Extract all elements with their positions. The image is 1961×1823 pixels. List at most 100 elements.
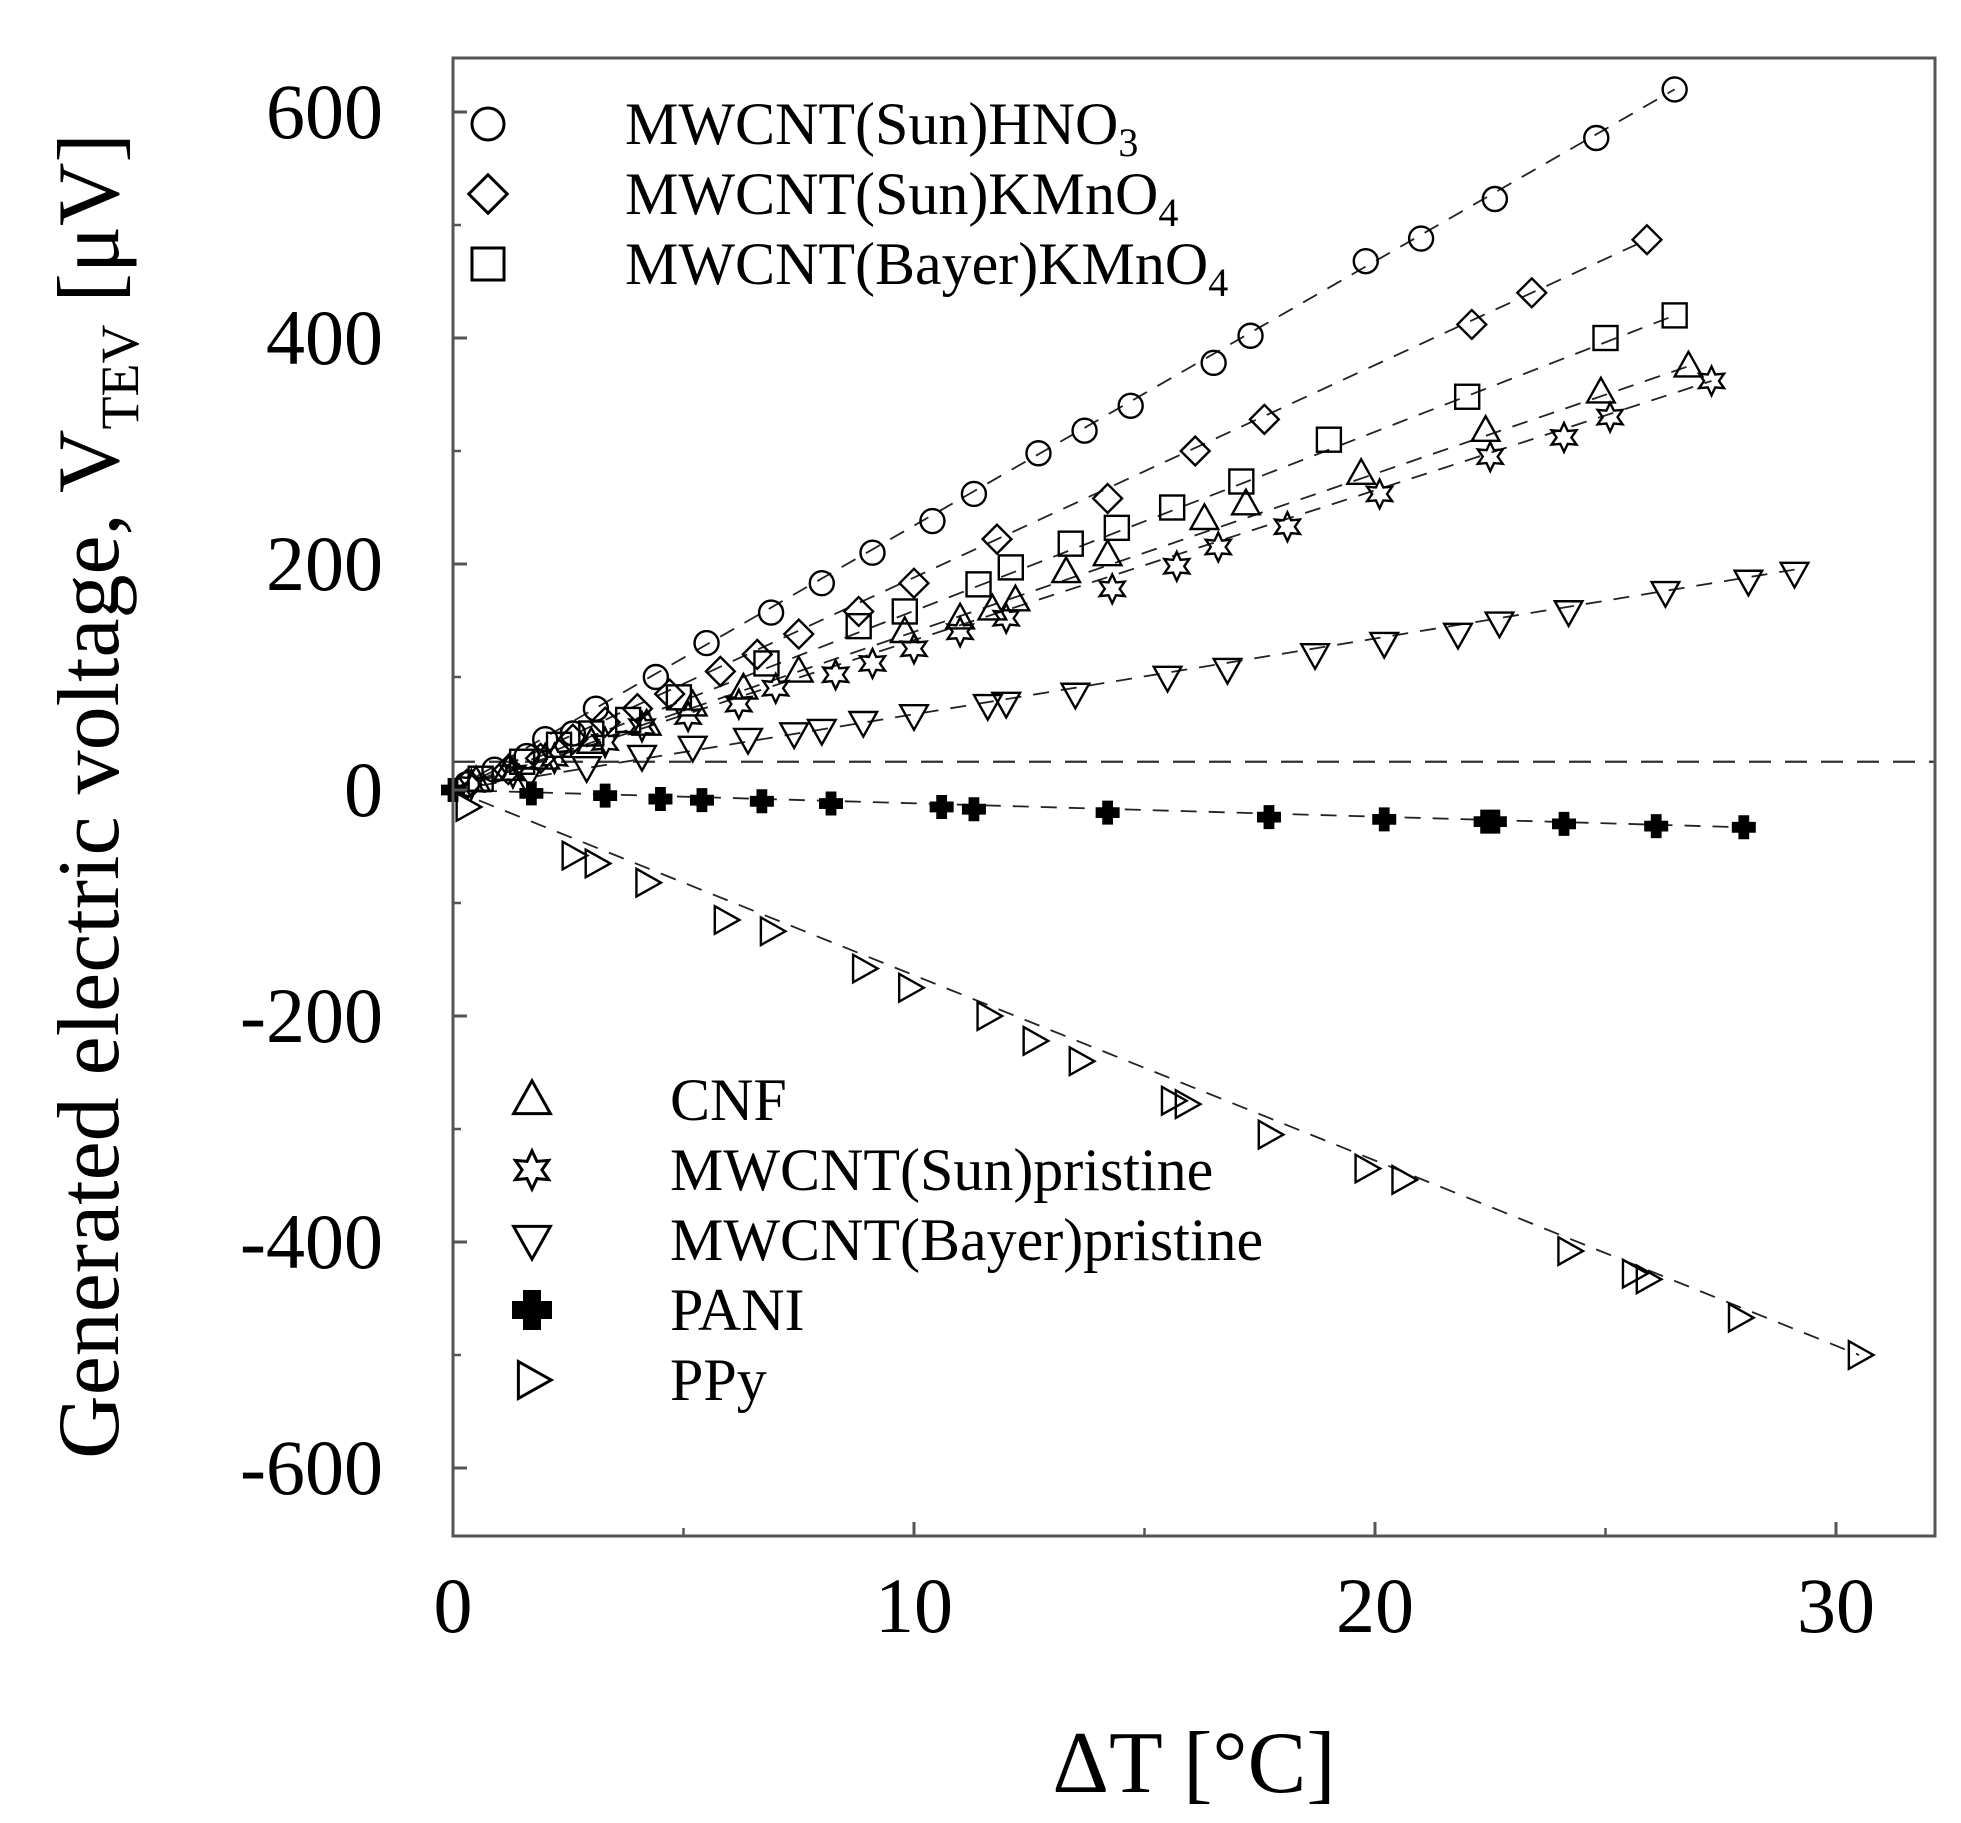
data-point <box>960 480 988 508</box>
data-point <box>1630 223 1664 256</box>
legend-marker <box>470 246 506 282</box>
data-point <box>819 791 844 816</box>
data-point <box>1059 682 1092 711</box>
data-point <box>584 847 613 880</box>
data-point <box>1483 611 1516 640</box>
legend-label-main: MWCNT(Bayer)pristine <box>670 1207 1263 1273</box>
data-point <box>1552 600 1585 629</box>
data-point <box>749 789 774 814</box>
data-point <box>897 567 931 600</box>
data-point <box>626 744 658 773</box>
legend-bottom-left: CNFMWCNT(Sun)pristineMWCNT(Bayer)pristin… <box>511 1067 1263 1413</box>
y-tick-label: 400 <box>266 294 383 381</box>
data-point <box>899 631 929 666</box>
data-point <box>760 671 791 706</box>
data-point <box>1595 399 1626 435</box>
data-point <box>1257 1118 1286 1151</box>
data-point <box>778 722 810 751</box>
data-point <box>1482 809 1507 834</box>
y-tick-label: 600 <box>266 68 383 155</box>
axes-layer: 0 10 20 30 600 400 200 0 -200 -400 -600 <box>240 68 1875 1649</box>
data-point <box>575 725 608 754</box>
data-point <box>676 688 709 717</box>
legend-top-left: MWCNT(Sun)HNO3MWCNT(Sun)KMnO4MWCNT(Bayer… <box>466 91 1228 305</box>
data-point <box>1345 456 1378 485</box>
data-point <box>1731 815 1756 840</box>
data-point <box>820 657 851 692</box>
legend-marker <box>470 106 506 142</box>
data-point <box>1515 276 1548 309</box>
data-point <box>1649 580 1682 610</box>
x-axis-title: ΔT [°C] <box>1052 1715 1335 1812</box>
data-point <box>1022 1025 1051 1057</box>
data-point <box>1161 549 1192 584</box>
data-point <box>589 706 622 739</box>
data-point <box>1354 1152 1383 1185</box>
y-tick-label: -200 <box>240 972 383 1059</box>
data-point <box>561 839 590 872</box>
y-tick-label: -400 <box>240 1198 383 1285</box>
data-point <box>842 595 875 628</box>
y-axis-title-unit: [μV] <box>41 133 138 324</box>
fit-line-2 <box>452 238 1648 791</box>
y-tick-label: 200 <box>266 520 383 607</box>
data-point <box>1158 494 1186 521</box>
data-point <box>1203 529 1234 565</box>
plot-frame <box>451 56 1937 1538</box>
legend-entry: MWCNT(Sun)KMnO4 <box>466 161 1178 235</box>
data-point <box>845 612 872 640</box>
x-tick-label: 30 <box>1797 1562 1875 1649</box>
data-point <box>1091 538 1124 567</box>
data-point <box>965 571 992 598</box>
data-point <box>1097 571 1128 607</box>
data-point <box>1732 569 1765 598</box>
data-point <box>782 654 815 683</box>
data-point <box>929 794 954 819</box>
data-point <box>510 767 543 796</box>
legend-layer: MWCNT(Sun)HNO3MWCNT(Sun)KMnO4MWCNT(Bayer… <box>466 91 1263 1413</box>
data-point <box>529 741 562 770</box>
data-point <box>1188 501 1221 531</box>
data-point <box>1050 555 1082 584</box>
data-point <box>648 787 673 812</box>
legend-label: MWCNT(Sun)pristine <box>670 1137 1213 1203</box>
data-point <box>782 617 815 651</box>
data-point <box>1091 482 1124 515</box>
data-point <box>1407 225 1435 252</box>
fit-line-6 <box>452 568 1795 791</box>
data-point <box>898 704 930 733</box>
fit-line-1 <box>452 88 1676 791</box>
x-tick-label: 0 <box>434 1562 473 1649</box>
legend-label-sub: 3 <box>1118 120 1138 165</box>
data-point <box>1117 392 1144 419</box>
legend-entry: MWCNT(Bayer)KMnO4 <box>470 231 1228 305</box>
data-point <box>1592 324 1619 352</box>
data-point <box>455 791 484 823</box>
data-point <box>976 592 1009 621</box>
legend-label-main: PPy <box>670 1347 767 1413</box>
data-point <box>1025 440 1052 467</box>
series-5 <box>456 363 1727 802</box>
data-point <box>519 781 544 806</box>
data-point <box>891 598 918 625</box>
data-point <box>1552 811 1577 836</box>
data-point <box>642 663 670 691</box>
legend-label: MWCNT(Sun)KMnO4 <box>625 161 1178 235</box>
data-point <box>732 727 764 757</box>
x-tick-label: 20 <box>1336 1562 1414 1649</box>
data-point <box>1057 530 1084 557</box>
data-point <box>945 614 976 650</box>
legend-label-main: MWCNT(Sun)KMnO <box>625 161 1158 227</box>
data-point <box>1475 439 1506 474</box>
data-point <box>1442 622 1474 651</box>
data-point <box>971 693 1004 723</box>
data-point <box>676 735 709 764</box>
data-point <box>1272 509 1303 544</box>
data-point <box>847 710 880 740</box>
y-axis-title-sub: TEV <box>90 324 150 429</box>
legend-label-main: PANI <box>670 1277 805 1343</box>
data-point <box>627 709 657 744</box>
y-tick-label: -600 <box>240 1424 383 1511</box>
